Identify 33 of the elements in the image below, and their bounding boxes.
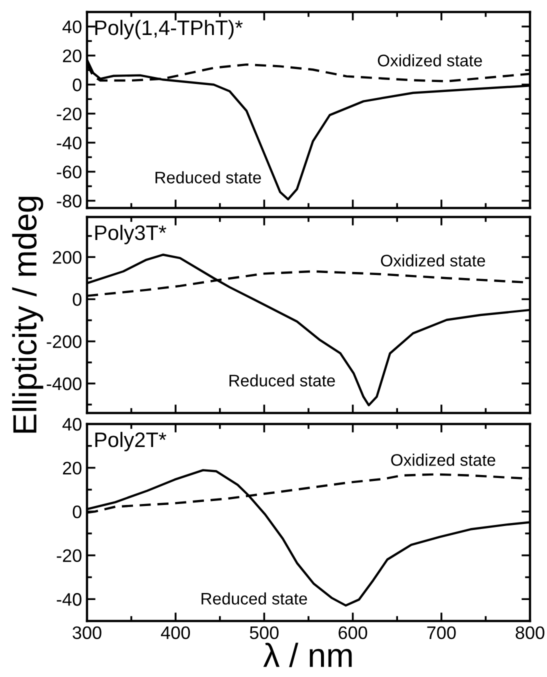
x-axis-title: λ / nm [263,642,352,668]
y-tick-label: -20 [56,108,82,120]
y-tick-label: -60 [56,166,82,178]
annotation: Oxidized state [378,54,482,66]
annotation: Oxidized state [391,454,496,466]
y-tick-label: 20 [62,462,82,474]
y-tick-label: -20 [56,549,82,562]
y-axis-title: Ellipticity / mdeg [12,196,44,433]
y-tick-label: 200 [52,250,82,264]
x-tick-label: 400 [160,626,190,640]
x-tick-label: 600 [338,626,368,640]
annotation: Oxidized state [380,254,486,267]
annotation: Reduced state [156,171,261,184]
y-tick-label: 40 [62,20,82,34]
y-tick-label: -200 [46,335,82,348]
y-tick-label: -80 [56,194,82,208]
x-tick-label: 800 [516,626,544,640]
y-tick-label: -400 [46,377,82,390]
y-tick-label: 20 [62,49,82,62]
chart-title: Poly2T* [95,432,166,452]
chart-title: Poly3T* [95,224,166,244]
annotation: Reduced state [202,592,308,605]
y-tick-label: 0 [72,505,82,518]
x-tick-label: 500 [250,626,279,640]
x-tick-label: 300 [72,626,102,640]
chart-title: Poly(1,4-TPhT)* [95,20,243,40]
annotation: Reduced state [230,374,335,387]
y-tick-label: 0 [72,293,82,306]
y-tick-label: 40 [62,418,82,431]
y-tick-label: -40 [56,593,82,606]
y-tick-label: -40 [56,136,82,150]
y-tick-label: 0 [72,78,82,92]
x-tick-label: 700 [427,626,456,640]
